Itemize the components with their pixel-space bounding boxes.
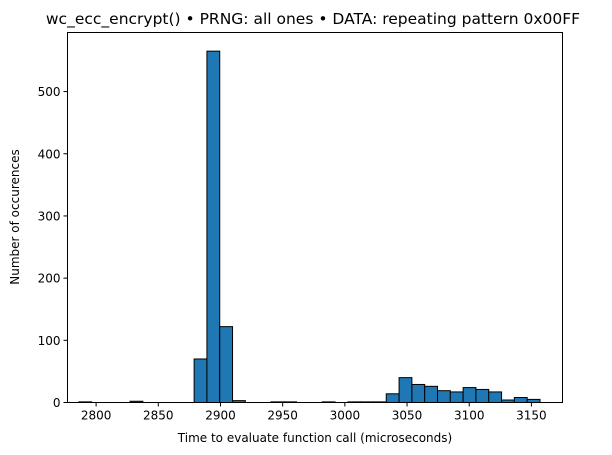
x-tick-label: 3000 (330, 409, 361, 423)
x-tick-label: 3100 (454, 409, 485, 423)
x-tick-label: 3150 (516, 409, 547, 423)
y-tick-label: 400 (38, 147, 61, 161)
x-axis-label: Time to evaluate function call (microsec… (177, 431, 452, 445)
x-tick-label: 2850 (143, 409, 174, 423)
x-axis-ticks: 2800 2850 2900 2950 3000 3050 3100 3150 (81, 402, 547, 423)
x-tick-label: 3050 (392, 409, 423, 423)
y-axis-label: Number of occurences (8, 149, 22, 284)
x-tick-label: 2800 (81, 409, 112, 423)
histogram-bar-30 (462, 387, 477, 403)
histogram-bar-24 (385, 393, 400, 404)
histogram-bar-9 (193, 358, 208, 403)
x-tick-label: 2900 (205, 409, 236, 423)
y-tick-label: 200 (38, 272, 61, 286)
y-tick-label: 300 (38, 209, 61, 223)
histogram-bar-27 (424, 385, 439, 404)
x-tick-label: 2950 (267, 409, 298, 423)
histogram-bar-32 (488, 391, 503, 403)
y-tick-label: 100 (38, 334, 61, 348)
histogram-bar-31 (475, 388, 490, 403)
histogram-bar-29 (449, 391, 464, 403)
y-tick-label: 0 (53, 396, 61, 410)
bars-group (78, 50, 541, 404)
y-axis-ticks: 0 100 200 300 400 500 (38, 85, 68, 410)
histogram-bar-26 (411, 383, 426, 404)
histogram-bar-10 (206, 50, 221, 404)
histogram-bar-25 (398, 377, 413, 403)
chart-title: wc_ecc_encrypt() • PRNG: all ones • DATA… (46, 10, 580, 29)
plot-frame (67, 32, 563, 403)
histogram-bar-11 (219, 326, 234, 404)
histogram-bar-34 (513, 397, 528, 403)
histogram-bar-28 (437, 390, 451, 404)
y-tick-label: 500 (38, 85, 61, 99)
